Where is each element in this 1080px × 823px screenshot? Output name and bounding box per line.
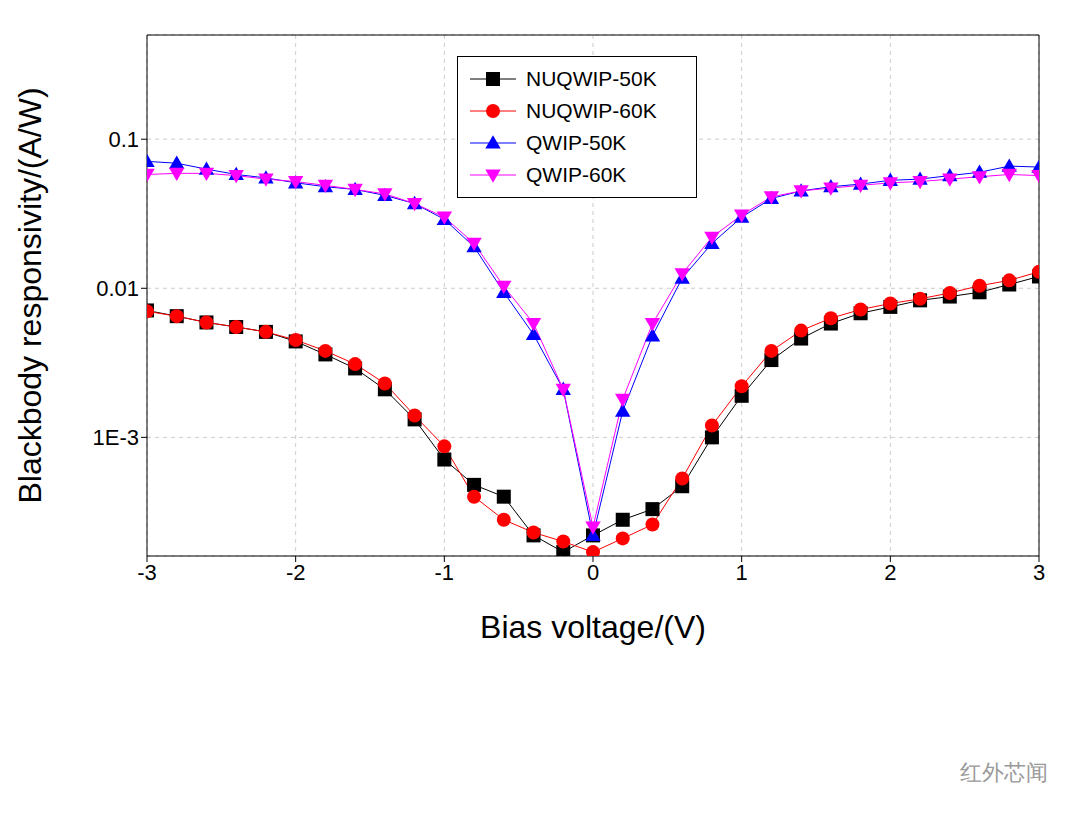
html-text:QWIP-60K: QWIP-60K (526, 163, 627, 186)
svg-text:-1: -1 (435, 560, 455, 585)
html-text:NUQWIP-60K: NUQWIP-60K (526, 99, 657, 122)
svg-text:Bias voltage/(V): Bias voltage/(V) (480, 609, 706, 645)
svg-text:3: 3 (1033, 560, 1045, 585)
svg-text:-2: -2 (286, 560, 306, 585)
html-text:红外芯闻: 红外芯闻 (960, 760, 1048, 785)
html-text:NUQWIP-50K: NUQWIP-50K (526, 67, 657, 90)
svg-text:0.1: 0.1 (108, 127, 139, 152)
svg-text:1: 1 (736, 560, 748, 585)
svg-text:-3: -3 (137, 560, 157, 585)
svg-text:1E-3: 1E-3 (93, 425, 139, 450)
svg-text:0.01: 0.01 (96, 276, 139, 301)
svg-text:Blackbody responsivity/(A/W): Blackbody responsivity/(A/W) (12, 87, 48, 503)
html-text:QWIP-50K: QWIP-50K (526, 131, 627, 154)
svg-text:2: 2 (884, 560, 896, 585)
svg-text:0: 0 (587, 560, 599, 585)
